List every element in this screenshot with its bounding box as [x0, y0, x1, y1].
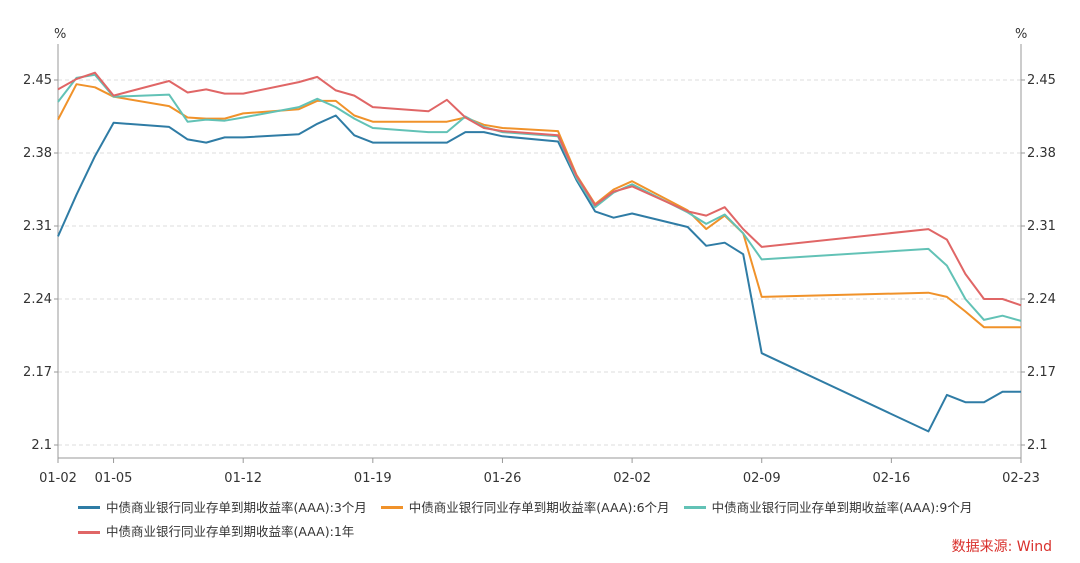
left-y-tick-label: 2.24 [23, 292, 52, 307]
left-y-tick-label: 2.45 [23, 73, 52, 88]
x-tick-label: 02-16 [872, 471, 910, 486]
left-y-tick-label: 2.38 [23, 146, 52, 161]
legend-item-3: 中债商业银行同业存单到期收益率(AAA):9个月 [683, 497, 973, 519]
legend-label: 中债商业银行同业存单到期收益率(AAA):3个月 [106, 499, 367, 515]
left-y-unit: % [54, 27, 66, 42]
legend-label: 中债商业银行同业存单到期收益率(AAA):1年 [106, 524, 355, 539]
x-ticks: 01-02 01-05 01-12 01-19 01-26 02-02 02-09 02-16… [39, 458, 1040, 486]
right-y-unit: % [1015, 27, 1027, 42]
x-tick-label: 01-26 [484, 471, 522, 486]
series-line-2 [57, 83, 1021, 329]
legend-item-2: 中债商业银行同业存单到期收益率(AAA):6个月 [380, 497, 670, 519]
left-y-tick-label: 2.1 [31, 438, 52, 453]
y-ticks: 2.1 2.1 2.17 2.17 2.24 2.24 2.31 2.31 2.38 2.38 2.… [23, 73, 1056, 453]
x-tick-label: 02-09 [743, 471, 781, 486]
legend-label: 中债商业银行同业存单到期收益率(AAA):6个月 [408, 499, 670, 515]
right-y-tick-label: 2.45 [1027, 73, 1056, 88]
legend-swatch [78, 530, 100, 534]
series-line-1 [57, 114, 1021, 433]
series-line-3 [57, 73, 1022, 322]
legend-item-1: 中债商业银行同业存单到期收益率(AAA):3个月 [78, 497, 367, 519]
right-y-tick-label: 2.17 [1027, 365, 1056, 380]
legend-swatch [683, 506, 706, 509]
right-y-tick-label: 2.1 [1027, 438, 1048, 453]
series-line-4 [57, 71, 1022, 307]
left-y-tick-label: 2.31 [23, 219, 52, 234]
x-tick-label: 01-05 [95, 471, 133, 486]
right-y-tick-label: 2.24 [1027, 292, 1056, 307]
right-y-tick-label: 2.38 [1027, 146, 1056, 161]
x-tick-label: 01-19 [354, 471, 392, 486]
legend-label: 中债商业银行同业存单到期收益率(AAA):9个月 [711, 499, 973, 515]
x-tick-label: 01-12 [224, 471, 262, 486]
legend: 中债商业银行同业存单到期收益率(AAA):3个月 中债商业银行同业存单到期收益率(… [78, 494, 1038, 543]
legend-swatch [380, 506, 403, 509]
data-source-note: 数据来源: Wind [951, 539, 1052, 555]
x-tick-label: 01-02 [39, 471, 77, 486]
series-lines [57, 71, 1022, 433]
x-tick-label: 02-02 [613, 471, 651, 486]
right-y-tick-label: 2.31 [1027, 219, 1056, 234]
legend-swatch [78, 506, 100, 509]
left-y-tick-label: 2.17 [23, 365, 52, 380]
x-tick-label: 02-23 [1002, 471, 1040, 486]
legend-item-4: 中债商业银行同业存单到期收益率(AAA):1年 [78, 521, 354, 543]
